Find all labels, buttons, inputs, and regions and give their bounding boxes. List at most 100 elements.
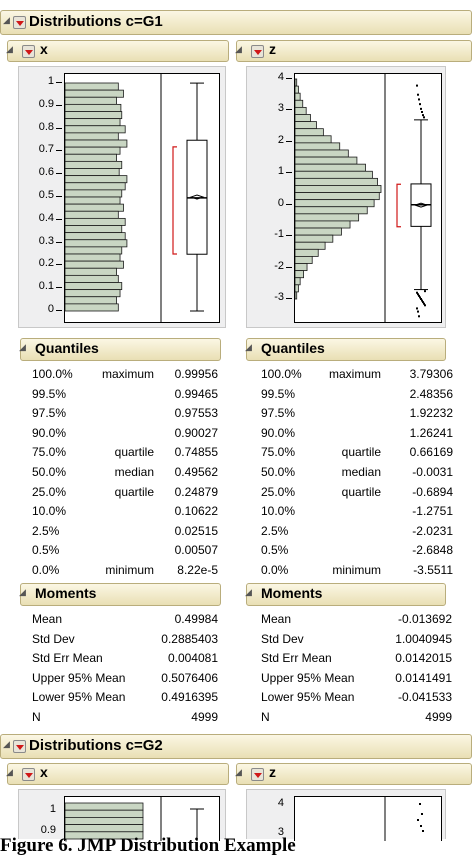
red-triangle-menu-icon[interactable] bbox=[22, 768, 35, 781]
moment-label: Upper 95% Mean bbox=[261, 670, 355, 685]
quantile-label: median bbox=[114, 465, 154, 479]
x-hist-bar bbox=[65, 239, 128, 248]
quantile-row: 0.5% -2.6848 bbox=[261, 543, 453, 559]
collapse-triangle-icon[interactable]: ◢ bbox=[19, 342, 26, 352]
z-outlier-point bbox=[416, 307, 418, 310]
g2-z-outlier-point bbox=[421, 813, 423, 815]
x-moments-header[interactable]: ◢ Moments bbox=[19, 583, 221, 606]
x-quantiles-header[interactable]: ◢ Quantiles bbox=[19, 338, 221, 361]
quantile-value: -2.6848 bbox=[412, 543, 453, 558]
x-tick-mark bbox=[56, 127, 62, 129]
red-triangle-menu-icon[interactable] bbox=[251, 45, 264, 58]
z-moments-header[interactable]: ◢ Moments bbox=[245, 583, 446, 606]
z-hist-bar bbox=[295, 213, 360, 222]
figure-caption: Figure 6. JMP Distribution Example bbox=[0, 835, 296, 856]
quantile-value: -0.0031 bbox=[412, 465, 453, 479]
quantile-percent: 75.0% bbox=[32, 445, 67, 460]
quantile-percent: 10.0% bbox=[261, 504, 296, 519]
z-hist-bar bbox=[295, 92, 301, 101]
collapse-triangle-icon[interactable]: ◢ bbox=[6, 767, 13, 777]
x-moments-title: Moments bbox=[35, 585, 97, 601]
quantile-value: 0.66169 bbox=[409, 445, 453, 460]
x-tick-mark bbox=[56, 264, 62, 266]
x-panel-header[interactable]: ◢ x bbox=[6, 40, 229, 62]
quantile-row: 75.0% quartile 0.74855 bbox=[32, 445, 220, 461]
collapse-triangle-icon[interactable]: ◢ bbox=[3, 739, 10, 749]
group2-header[interactable]: ◢ Distributions c=G2 bbox=[0, 734, 472, 759]
x-hist-bar bbox=[65, 260, 124, 269]
x-hist-bar bbox=[65, 210, 119, 219]
x-mean-diamond bbox=[189, 194, 205, 200]
collapse-triangle-icon[interactable]: ◢ bbox=[19, 587, 26, 597]
quantile-percent: 2.5% bbox=[32, 523, 60, 538]
quantile-value: -0.6894 bbox=[412, 484, 453, 499]
collapse-triangle-icon[interactable]: ◢ bbox=[245, 587, 252, 597]
group1-header[interactable]: ◢ Distributions c=G1 bbox=[0, 10, 472, 35]
g2-x-tick-label: 0.9 bbox=[40, 824, 56, 836]
moment-row: Std Err Mean 0.004081 bbox=[32, 651, 228, 667]
g2-x-panel-header[interactable]: ◢ x bbox=[6, 763, 229, 785]
group1-title: Distributions c=G1 bbox=[29, 13, 163, 30]
x-hist-bar bbox=[65, 175, 128, 184]
x-tick-label: 0.9 bbox=[38, 97, 54, 110]
quantile-row: 99.5% 0.99465 bbox=[32, 387, 220, 403]
quantile-label: maximum bbox=[328, 367, 381, 381]
x-hist-bar bbox=[65, 182, 126, 191]
z-quantiles-table: 100.0% maximum 3.79306 99.5% 2.48356 97.5% 1.9… bbox=[261, 367, 453, 583]
z-tick-label: 2 bbox=[277, 133, 284, 146]
quantile-row: 10.0% -1.2751 bbox=[261, 504, 453, 520]
quantile-percent: 10.0% bbox=[32, 504, 67, 519]
x-tick-mark bbox=[56, 104, 62, 106]
quantile-row: 25.0% quartile -0.6894 bbox=[261, 485, 453, 501]
collapse-triangle-icon[interactable]: ◢ bbox=[6, 44, 13, 54]
quantile-label: quartile bbox=[114, 484, 154, 499]
moment-row: Std Err Mean 0.0142015 bbox=[261, 651, 457, 667]
x-hist-bar bbox=[65, 225, 123, 234]
quantile-value: 1.26241 bbox=[409, 425, 453, 440]
collapse-triangle-icon[interactable]: ◢ bbox=[245, 342, 252, 352]
red-triangle-menu-icon[interactable] bbox=[13, 16, 26, 29]
collapse-triangle-icon[interactable]: ◢ bbox=[235, 767, 242, 777]
z-outlier-point bbox=[418, 98, 420, 101]
red-triangle-menu-icon[interactable] bbox=[13, 740, 26, 753]
x-tick-label: 0.7 bbox=[38, 143, 54, 156]
x-hist-bar bbox=[65, 125, 126, 134]
x-hist-bar bbox=[65, 153, 117, 162]
z-shortest-half-bracket bbox=[396, 183, 401, 228]
quantile-label: median bbox=[341, 465, 381, 479]
x-shortest-half-bracket bbox=[172, 146, 177, 255]
quantile-row: 25.0% quartile 0.24879 bbox=[32, 485, 220, 501]
quantile-value: 0.99465 bbox=[174, 386, 218, 401]
x-hist-bar bbox=[65, 217, 126, 226]
quantile-percent: 50.0% bbox=[32, 465, 67, 479]
x-moments-table: Mean 0.49984 Std Dev 0.2885403 Std Err Mean 0… bbox=[32, 612, 228, 732]
quantile-value: -2.0231 bbox=[412, 523, 453, 538]
x-tick-mark bbox=[56, 150, 62, 152]
quantile-row: 2.5% 0.02515 bbox=[32, 524, 220, 540]
x-tick-label: 0.4 bbox=[38, 211, 54, 224]
x-hist-bar bbox=[65, 232, 126, 241]
z-outlier-point bbox=[421, 299, 423, 302]
collapse-triangle-icon[interactable]: ◢ bbox=[3, 15, 10, 25]
x-hist-bar bbox=[65, 168, 120, 177]
z-tick-label: 1 bbox=[277, 165, 284, 178]
x-hist-bar bbox=[65, 96, 117, 105]
collapse-triangle-icon[interactable]: ◢ bbox=[235, 44, 242, 54]
moment-value: 0.49984 bbox=[174, 612, 218, 626]
z-tick-mark bbox=[286, 203, 292, 205]
quantile-label: quartile bbox=[114, 445, 154, 460]
g2-z-panel-header[interactable]: ◢ z bbox=[235, 763, 472, 785]
red-triangle-menu-icon[interactable] bbox=[251, 768, 264, 781]
moment-row: Std Dev 1.0040945 bbox=[261, 632, 457, 648]
quantile-percent: 0.0% bbox=[32, 563, 60, 577]
z-quantiles-header[interactable]: ◢ Quantiles bbox=[245, 338, 446, 361]
red-triangle-menu-icon[interactable] bbox=[22, 45, 35, 58]
quantile-label: minimum bbox=[332, 563, 381, 577]
z-hist-bar bbox=[295, 192, 380, 201]
z-hist-bar bbox=[295, 121, 317, 130]
z-outlier-point bbox=[422, 301, 424, 304]
z-panel-header[interactable]: ◢ z bbox=[235, 40, 472, 62]
g2-x-panel-title: x bbox=[40, 764, 48, 780]
quantile-percent: 99.5% bbox=[261, 386, 296, 401]
z-hist-bar bbox=[295, 277, 301, 286]
